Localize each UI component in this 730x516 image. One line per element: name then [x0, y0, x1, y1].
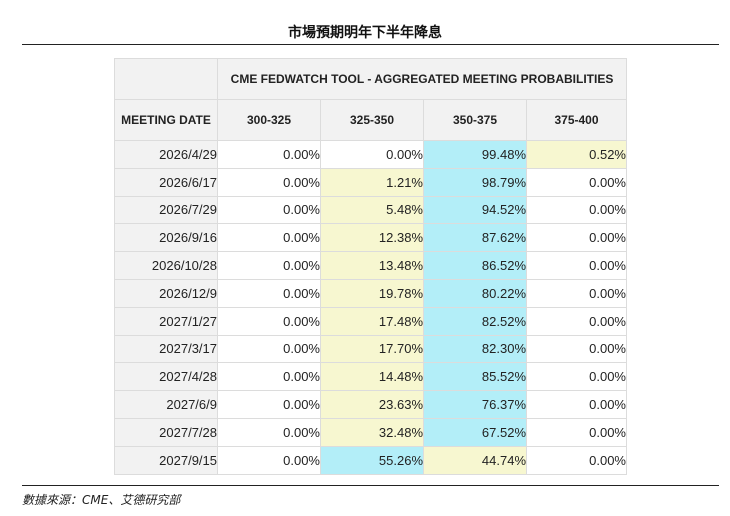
table-row: 2027/6/9 0.00% 23.63% 76.37% 0.00% — [114, 390, 627, 419]
table-row: 2027/1/27 0.00% 17.48% 82.52% 0.00% — [114, 306, 627, 336]
meeting-date-cell: 2027/6/9 — [114, 390, 218, 419]
probability-cell: 0.00% — [217, 251, 321, 280]
probability-cell: 5.48% — [320, 195, 424, 225]
meeting-date-cell: 2026/10/28 — [114, 251, 218, 280]
probability-cell: 0.00% — [526, 417, 627, 447]
table-row: 2027/3/17 0.00% 17.70% 82.30% 0.00% — [114, 334, 627, 364]
probability-cell: 12.38% — [320, 223, 424, 253]
probability-cell: 98.79% — [423, 167, 527, 197]
probability-cell: 0.52% — [526, 140, 627, 169]
probability-cell: 0.00% — [217, 223, 321, 253]
probability-cell: 17.70% — [320, 334, 424, 364]
probability-cell: 0.00% — [217, 417, 321, 447]
meeting-date-cell: 2026/4/29 — [114, 140, 218, 169]
probability-cell: 0.00% — [320, 140, 424, 169]
probability-cell: 19.78% — [320, 278, 424, 308]
probability-cell: 0.00% — [217, 278, 321, 308]
probability-cell: 0.00% — [526, 334, 627, 364]
bottom-rule — [22, 485, 719, 486]
probability-cell: 17.48% — [320, 306, 424, 336]
meeting-date-cell: 2027/1/27 — [114, 306, 218, 336]
top-rule — [22, 44, 719, 45]
probability-cell: 80.22% — [423, 278, 527, 308]
probability-cell: 0.00% — [526, 390, 627, 419]
probability-cell: 55.26% — [320, 445, 424, 475]
table-row: 2026/4/29 0.00% 0.00% 99.48% 0.52% — [114, 140, 627, 169]
probability-cell: 0.00% — [526, 167, 627, 197]
probability-cell: 67.52% — [423, 417, 527, 447]
table-row: 2027/9/15 0.00% 55.26% 44.74% 0.00% — [114, 445, 627, 475]
probability-cell: 0.00% — [526, 362, 627, 392]
group-header: CME FEDWATCH TOOL - AGGREGATED MEETING P… — [217, 58, 627, 100]
column-header: 350-375 — [423, 99, 527, 141]
meeting-date-cell: 2027/3/17 — [114, 334, 218, 364]
probability-cell: 0.00% — [526, 278, 627, 308]
meeting-date-cell: 2026/6/17 — [114, 167, 218, 197]
table-row: 2027/7/28 0.00% 32.48% 67.52% 0.00% — [114, 417, 627, 447]
meeting-date-cell: 2026/9/16 — [114, 223, 218, 253]
probability-cell: 85.52% — [423, 362, 527, 392]
column-header: 325-350 — [320, 99, 424, 141]
probability-cell: 87.62% — [423, 223, 527, 253]
probability-cell: 0.00% — [217, 140, 321, 169]
probability-cell: 23.63% — [320, 390, 424, 419]
meeting-date-cell: 2026/12/9 — [114, 278, 218, 308]
meeting-date-header: MEETING DATE — [114, 99, 218, 141]
probability-cell: 0.00% — [217, 334, 321, 364]
table-body: 2026/4/29 0.00% 0.00% 99.48% 0.52% 2026/6/17 0… — [114, 140, 627, 475]
probability-cell: 86.52% — [423, 251, 527, 280]
table-corner — [114, 58, 218, 100]
table-row: 2027/4/28 0.00% 14.48% 85.52% 0.00% — [114, 362, 627, 392]
probability-cell: 94.52% — [423, 195, 527, 225]
probability-cell: 13.48% — [320, 251, 424, 280]
table-row: 2026/12/9 0.00% 19.78% 80.22% 0.00% — [114, 278, 627, 308]
meeting-date-cell: 2026/7/29 — [114, 195, 218, 225]
meeting-date-cell: 2027/7/28 — [114, 417, 218, 447]
table-row: 2026/10/28 0.00% 13.48% 86.52% 0.00% — [114, 251, 627, 280]
column-header: 375-400 — [526, 99, 627, 141]
probability-cell: 82.52% — [423, 306, 527, 336]
probability-cell: 14.48% — [320, 362, 424, 392]
probability-cell: 0.00% — [526, 306, 627, 336]
probability-cell: 82.30% — [423, 334, 527, 364]
probability-cell: 0.00% — [526, 251, 627, 280]
probability-cell: 1.21% — [320, 167, 424, 197]
probability-cell: 0.00% — [217, 390, 321, 419]
table-row: 2026/9/16 0.00% 12.38% 87.62% 0.00% — [114, 223, 627, 253]
probability-cell: 0.00% — [217, 167, 321, 197]
table-row: 2026/6/17 0.00% 1.21% 98.79% 0.00% — [114, 167, 627, 197]
probability-cell: 0.00% — [217, 306, 321, 336]
probability-cell: 0.00% — [217, 445, 321, 475]
table-row: 2026/7/29 0.00% 5.48% 94.52% 0.00% — [114, 195, 627, 225]
column-header: 300-325 — [217, 99, 321, 141]
probability-cell: 0.00% — [526, 195, 627, 225]
probability-cell: 0.00% — [526, 445, 627, 475]
probability-cell: 76.37% — [423, 390, 527, 419]
probability-cell: 0.00% — [526, 223, 627, 253]
meeting-date-cell: 2027/9/15 — [114, 445, 218, 475]
probability-table: CME FEDWATCH TOOL - AGGREGATED MEETING P… — [114, 58, 627, 475]
source-note: 數據來源：CME、艾德研究部 — [22, 493, 181, 507]
probability-cell: 44.74% — [423, 445, 527, 475]
probability-cell: 0.00% — [217, 362, 321, 392]
probability-cell: 99.48% — [423, 140, 527, 169]
chart-title: 市場預期明年下半年降息 — [288, 25, 442, 41]
meeting-date-cell: 2027/4/28 — [114, 362, 218, 392]
probability-cell: 0.00% — [217, 195, 321, 225]
probability-cell: 32.48% — [320, 417, 424, 447]
